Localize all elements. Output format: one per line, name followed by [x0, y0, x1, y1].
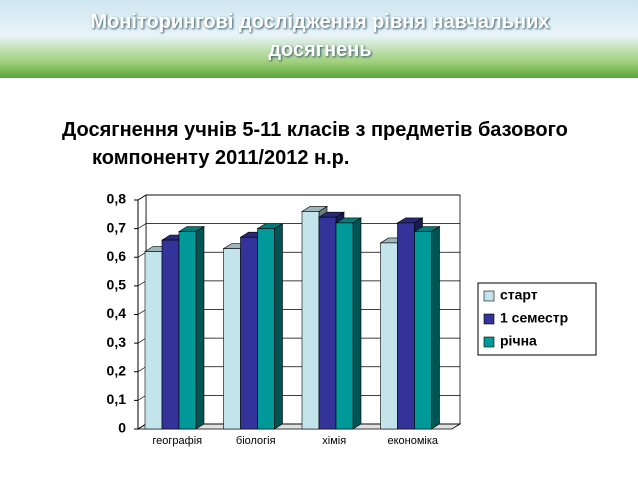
bar [223, 248, 241, 430]
y-tick-label: 0,6 [107, 248, 127, 264]
bar [144, 251, 163, 430]
bar-side [431, 225, 440, 430]
y-tick-label: 0,2 [107, 362, 127, 378]
legend-swatch [483, 290, 495, 302]
bar [414, 231, 432, 430]
legend-label: річна [500, 333, 537, 349]
y-tick-label: 0,1 [107, 391, 127, 407]
bar [335, 222, 354, 430]
bar [257, 228, 275, 430]
bar-side [352, 217, 362, 430]
header-band [0, 0, 638, 78]
y-tick-label: 0,5 [107, 277, 127, 293]
bar-side [274, 223, 283, 430]
grid-line [137, 194, 460, 201]
y-tick-label: 0,3 [107, 334, 127, 350]
bar [318, 216, 337, 430]
legend-swatch [483, 336, 495, 348]
x-tick-label: економіка [387, 435, 438, 447]
legend-label: 1 семестр [500, 310, 568, 326]
bar [380, 242, 398, 430]
legend-swatch [483, 313, 495, 325]
legend-label: старт [500, 287, 538, 303]
bar [178, 231, 197, 430]
y-tick-label: 0,7 [107, 219, 127, 235]
chart-title: Досягнення учнів 5-11 класів з предметів… [62, 119, 568, 169]
y-tick-label: 0,8 [107, 191, 127, 207]
bar [397, 222, 415, 430]
y-tick-label: 0,4 [107, 305, 127, 321]
legend-box [477, 282, 597, 356]
x-tick-label: географія [152, 435, 202, 447]
x-tick-label: хімія [322, 435, 346, 447]
bar-side [195, 225, 205, 430]
bar [301, 211, 320, 430]
bar [161, 239, 180, 430]
slide-title: Моніторингові дослідження рівня навчальн… [90, 11, 550, 61]
bar [240, 236, 258, 430]
y-tick-label: 0 [118, 420, 126, 436]
x-tick-label: біологія [236, 435, 276, 447]
